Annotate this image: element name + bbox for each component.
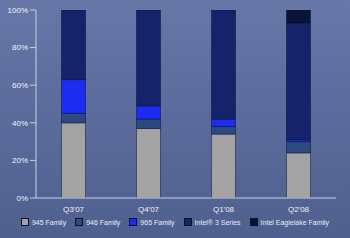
svg-text:Q3'07: Q3'07 [63, 205, 85, 214]
svg-text:40%: 40% [12, 119, 28, 128]
html-text:965 Family: 965 Family [140, 218, 175, 226]
html-text:Intel® 3 Series: Intel® 3 Series [194, 218, 241, 226]
html-text:Intel Eaglelake Family: Intel Eaglelake Family [260, 218, 330, 226]
html-text:945 Family: 945 Family [31, 218, 67, 226]
svg-text:60%: 60% [12, 81, 28, 90]
svg-text:100%: 100% [8, 6, 28, 15]
svg-text:Q4'07: Q4'07 [138, 205, 160, 214]
html-text:946 Family: 946 Family [86, 218, 121, 226]
svg-text:Q1'08: Q1'08 [213, 205, 235, 214]
svg-text:Q2'08: Q2'08 [288, 205, 310, 214]
svg-text:80%: 80% [12, 43, 28, 52]
svg-text:0%: 0% [16, 194, 28, 203]
svg-text:20%: 20% [12, 156, 28, 165]
